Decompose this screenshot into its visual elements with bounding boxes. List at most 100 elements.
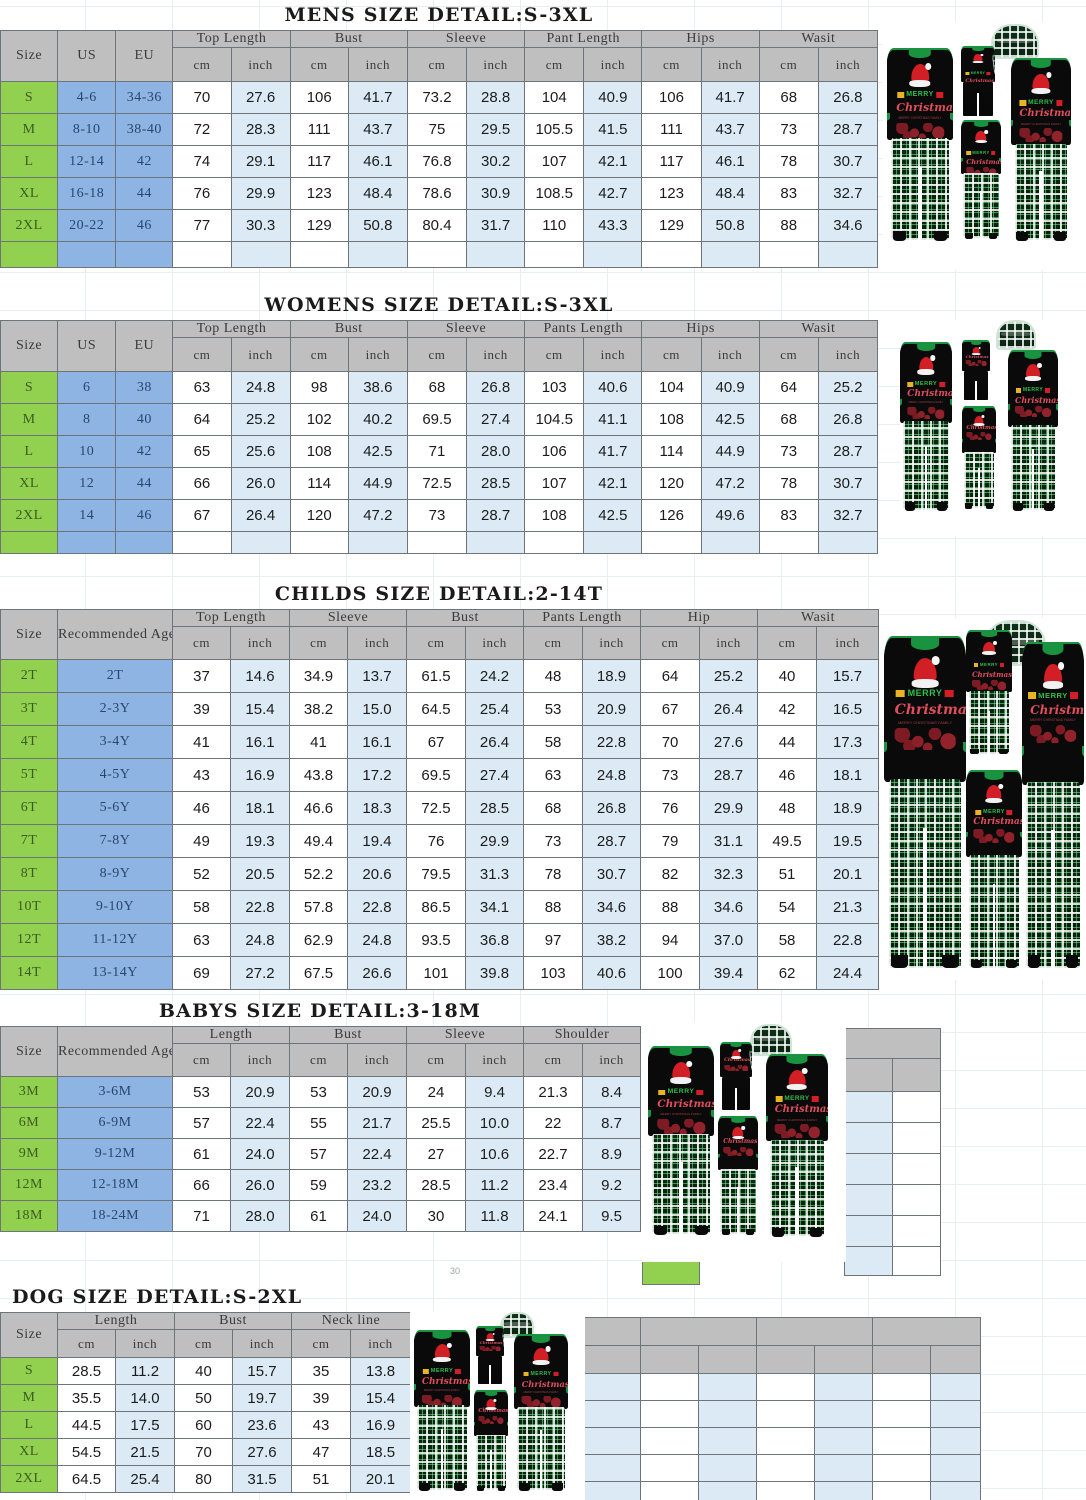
graphic-ornaments bbox=[966, 167, 996, 175]
cell-value: 117 bbox=[641, 145, 702, 178]
santa-hat-icon bbox=[670, 1060, 693, 1084]
pajama-set-adult-male: MERRY Christmas MERRY CHRISTMAS FAMILY bbox=[884, 636, 966, 968]
graphic-merry-text: MERRY bbox=[973, 661, 1005, 668]
cell-value: 28.5 bbox=[466, 467, 526, 500]
cell-value: 69.5 bbox=[406, 758, 467, 792]
ankle-cuff-left bbox=[970, 749, 980, 754]
cell-size: 10T bbox=[0, 890, 58, 924]
pad-cell bbox=[230, 241, 291, 268]
cell-value: 67.5 bbox=[289, 956, 349, 990]
pajama-pants bbox=[651, 1134, 711, 1234]
cell-value: 61.5 bbox=[406, 659, 467, 693]
extra-data-cell bbox=[575, 1427, 641, 1455]
cell-value: 41.7 bbox=[347, 81, 408, 114]
col-group-length: Length bbox=[57, 1312, 175, 1330]
ankle-cuff-left bbox=[721, 1228, 730, 1235]
cell-value: 49.4 bbox=[289, 824, 349, 858]
extra-data-cell bbox=[844, 1184, 893, 1216]
santa-hat-icon bbox=[532, 1346, 551, 1365]
cuff-left bbox=[1011, 119, 1014, 128]
graphic-christmas-text: Christmas bbox=[907, 389, 952, 400]
graphic-christmas-text: Christmas bbox=[1030, 702, 1084, 717]
cell-value: 26.4 bbox=[699, 692, 759, 726]
col-group-hip: Hip bbox=[640, 609, 759, 627]
table-row: 6T 5-6Y 46 18.1 46.6 18.3 72.5 28.5 68 2… bbox=[0, 791, 880, 825]
extra-data-cell bbox=[814, 1400, 873, 1428]
dog-table-extra-cells bbox=[575, 1317, 981, 1500]
pad-cell bbox=[524, 241, 585, 268]
unit-cm: cm bbox=[172, 626, 231, 660]
table-row: 5T 4-5Y 43 16.9 43.8 17.2 69.5 27.4 63 2… bbox=[0, 758, 880, 792]
collar bbox=[981, 632, 997, 638]
unit-cm: cm bbox=[172, 1043, 231, 1077]
ankle-cuff-right bbox=[986, 503, 993, 509]
graphic-sub-text: MERRY CHRISTMAS FAMILY bbox=[898, 116, 942, 121]
chest-graphic: MERRY Christmas MERRY CHRISTMAS FAMILY bbox=[421, 1342, 470, 1407]
cell-value: 108 bbox=[641, 403, 702, 436]
cell-value: 22 bbox=[523, 1107, 584, 1139]
cell-value: 64 bbox=[758, 371, 819, 404]
graphic-ornaments bbox=[896, 122, 944, 139]
pajama-top: Christmas bbox=[476, 1326, 504, 1357]
col-header-size: Size bbox=[0, 320, 59, 372]
col-group-sleeve: Sleeve bbox=[406, 30, 526, 48]
cell-value: 43.8 bbox=[289, 758, 349, 792]
cell-value: 67 bbox=[406, 725, 467, 759]
table-row: 12M 12-18M 66 26.0 59 23.2 28.5 11.2 23.… bbox=[0, 1169, 642, 1201]
cell-value: 18.9 bbox=[582, 659, 642, 693]
cell-value: 49.6 bbox=[700, 499, 760, 532]
pajama-pants bbox=[903, 420, 949, 510]
cell-eu: 44 bbox=[115, 467, 174, 500]
cuff-right bbox=[711, 1109, 714, 1118]
santa-hat-icon bbox=[973, 414, 985, 426]
cell-value: 78.6 bbox=[406, 177, 468, 210]
pajama-set-child: MERRY Christmas bbox=[961, 120, 1001, 239]
ankle-cuff-left bbox=[965, 503, 972, 509]
cell-eu: 40 bbox=[115, 403, 174, 436]
pajama-set-child: Christmas bbox=[474, 1390, 508, 1491]
cell-value: 28.7 bbox=[817, 435, 879, 468]
pajama-top: Christmas bbox=[720, 1042, 752, 1078]
unit-inch: inch bbox=[229, 626, 291, 660]
cell-value: 31.7 bbox=[466, 209, 526, 242]
cell-us: 20-22 bbox=[57, 209, 117, 242]
ankle-cuff-left bbox=[419, 1482, 431, 1491]
extra-data-cell bbox=[814, 1373, 873, 1401]
hat-accessory-icon bbox=[991, 24, 1039, 59]
pajama-top: MERRY Christmas bbox=[961, 46, 995, 83]
table-row: 4T 3-4Y 41 16.1 41 16.1 67 26.4 58 22.8 … bbox=[0, 725, 880, 759]
col-header-recommended-age: Recommended Age bbox=[57, 609, 173, 660]
ankle-cuff-left bbox=[653, 1225, 668, 1235]
cell-value: 20.6 bbox=[347, 857, 408, 891]
graphic-sub-text: MERRY CHRISTMAS FAMILY bbox=[908, 401, 944, 405]
cell-value: 29.5 bbox=[466, 113, 526, 146]
cell-value: 34.1 bbox=[465, 890, 525, 924]
hat-accessory-icon bbox=[750, 1024, 792, 1056]
extra-data-cell bbox=[814, 1427, 873, 1455]
unit-inch: inch bbox=[817, 337, 879, 372]
pajama-set-child-small: MERRY Christmas bbox=[966, 630, 1012, 754]
cell-value: 34.9 bbox=[289, 659, 349, 693]
table-unit-row: cm inch cm inch cm inch cm inch cm inch … bbox=[1, 626, 880, 660]
graphic-merry-text: MERRY bbox=[895, 688, 954, 699]
cell-value: 26.8 bbox=[466, 371, 526, 404]
extra-data-cell bbox=[756, 1454, 815, 1482]
cell-value: 57.8 bbox=[289, 890, 349, 924]
cuff-right bbox=[506, 1422, 508, 1426]
cell-value: 57 bbox=[172, 1107, 231, 1139]
col-group-bust: Bust bbox=[289, 320, 408, 338]
pajama-set-child: Christmas bbox=[718, 1116, 758, 1235]
unit-inch: inch bbox=[232, 1329, 292, 1358]
leg-split bbox=[918, 166, 922, 240]
extra-data-cell bbox=[930, 1427, 981, 1455]
cell-value: 13.7 bbox=[347, 659, 408, 693]
cell-value: 42.1 bbox=[583, 467, 643, 500]
cell-value: 16.9 bbox=[229, 758, 291, 792]
pajama-top: MERRY Christmas MERRY CHRISTMAS FAMILY bbox=[884, 636, 966, 783]
cell-value: 88 bbox=[758, 209, 819, 242]
chest-graphic: MERRY Christmas bbox=[966, 130, 1001, 175]
cell-us: 10 bbox=[57, 435, 117, 468]
unit-cm: cm bbox=[172, 47, 232, 82]
graphic-christmas-text: Christmas bbox=[965, 78, 995, 83]
pajama-top: MERRY Christmas MERRY CHRISTMAS FAMILY bbox=[1022, 642, 1084, 786]
